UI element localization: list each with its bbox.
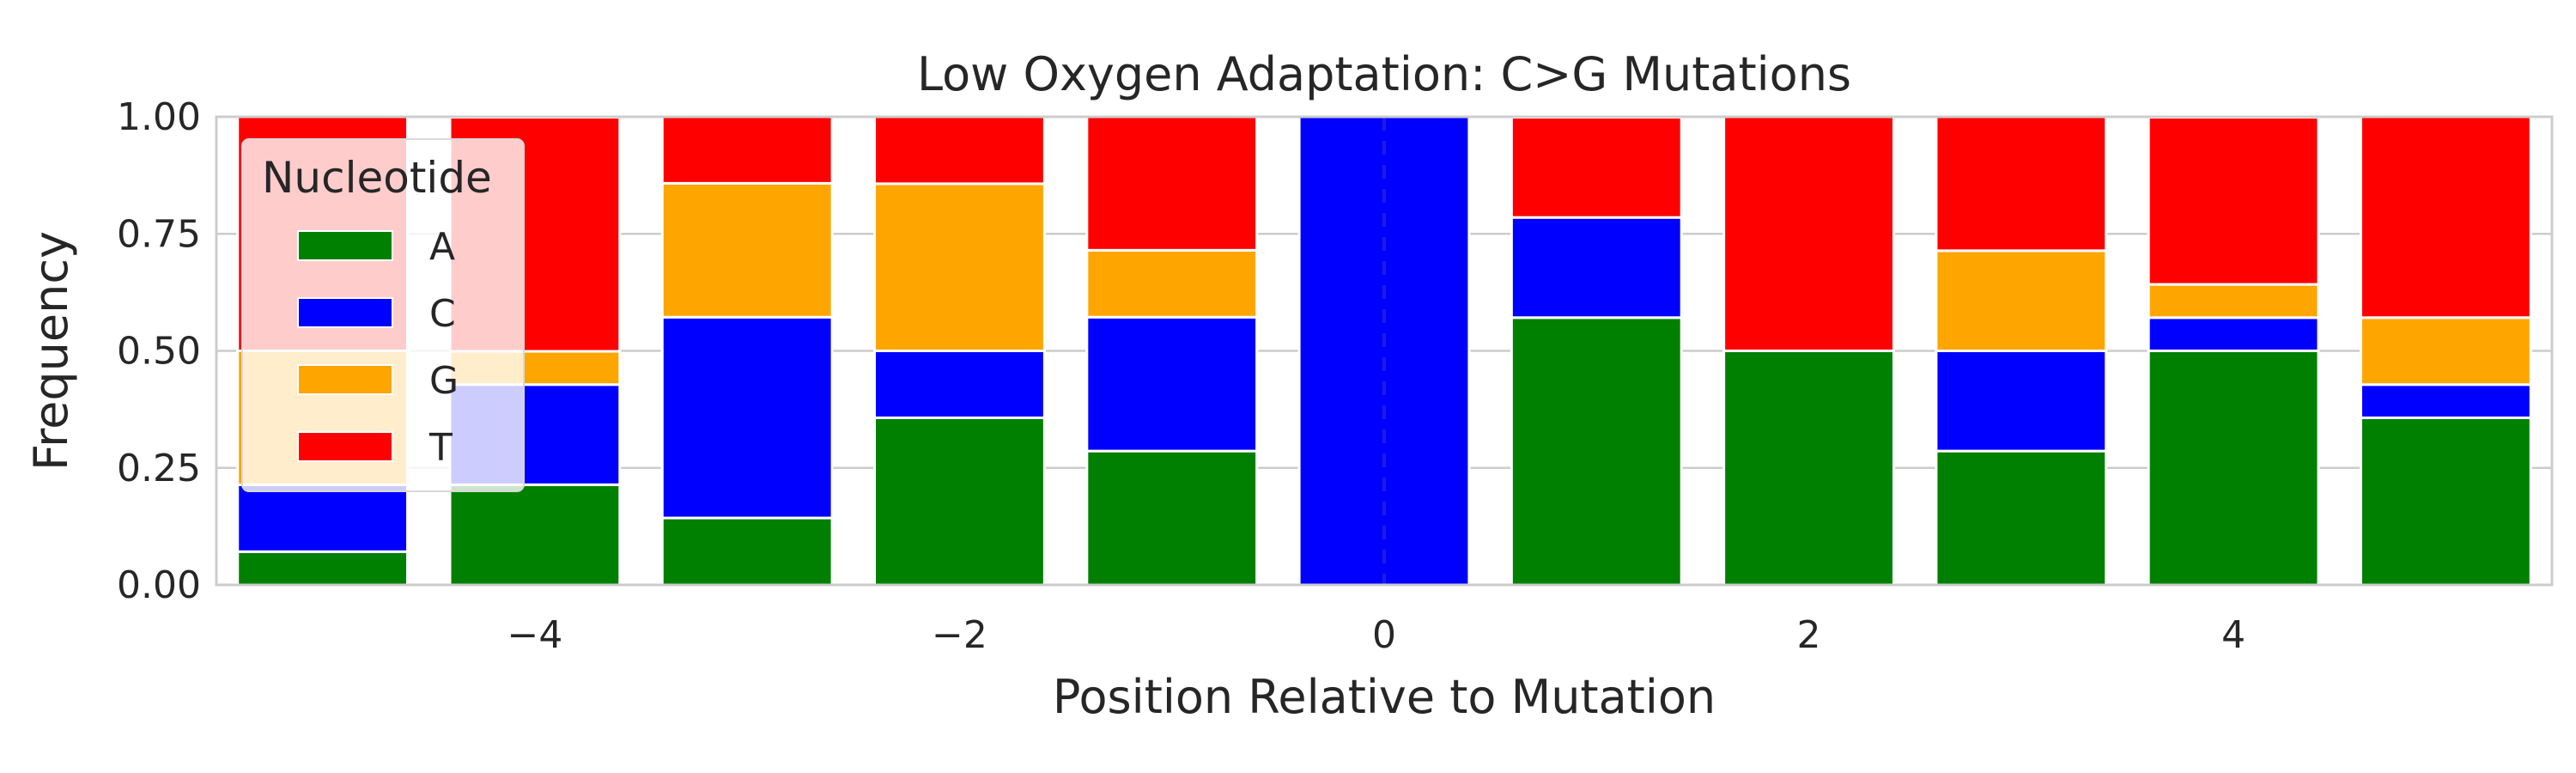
bar-segment-T bbox=[873, 115, 1046, 186]
legend-label-C: C bbox=[429, 292, 456, 336]
bar-segment-C bbox=[2359, 383, 2532, 419]
bar-segment-G bbox=[2359, 316, 2532, 386]
bar-segment-T bbox=[1510, 116, 1683, 219]
bar-segment-T bbox=[2147, 116, 2320, 286]
y-tick-label: 1.00 bbox=[117, 95, 201, 139]
legend-swatch-T bbox=[297, 431, 393, 462]
bar-segment-A bbox=[236, 550, 410, 587]
bar-segment-T bbox=[1722, 115, 1895, 352]
x-tick-label: 2 bbox=[1797, 613, 1821, 657]
legend-swatch-A bbox=[297, 230, 393, 261]
bar-segment-G bbox=[2147, 283, 2320, 320]
bar-segment-A bbox=[873, 416, 1046, 587]
bar-segment-T bbox=[1935, 115, 2108, 253]
bar-segment-A bbox=[1085, 449, 1259, 587]
bar-segment-C bbox=[660, 315, 834, 520]
legend-label-T: T bbox=[428, 426, 453, 470]
bar-segment-A bbox=[660, 516, 834, 587]
bar-segment-A bbox=[2147, 350, 2320, 587]
x-tick-label: −2 bbox=[932, 613, 987, 657]
x-tick-label: −4 bbox=[507, 613, 562, 657]
y-tick-labels: 0.00 0.25 0.50 0.75 1.00 bbox=[117, 95, 201, 607]
y-tick-label: 0.75 bbox=[117, 212, 201, 256]
chart-title: Low Oxygen Adaptation: C>G Mutations bbox=[917, 47, 1851, 101]
y-tick-label: 0.00 bbox=[117, 563, 201, 607]
bar-segment-C bbox=[1510, 216, 1683, 320]
x-tick-label: 4 bbox=[2221, 613, 2245, 657]
x-tick-labels: −4 −2 0 2 4 bbox=[507, 613, 2245, 657]
bar-segment-A bbox=[1935, 449, 2108, 587]
bar-segment-C bbox=[1935, 350, 2108, 453]
legend-swatch-C bbox=[297, 297, 393, 328]
bar-segment-C bbox=[236, 483, 410, 553]
bar-segment-G bbox=[660, 181, 834, 319]
bar-segment-G bbox=[873, 182, 1046, 352]
bar-segment-T bbox=[660, 114, 834, 185]
legend-label-A: A bbox=[429, 225, 455, 269]
plot-frame bbox=[215, 115, 2554, 587]
bar-segment-G bbox=[1935, 249, 2108, 352]
bar-segment-C bbox=[1085, 315, 1259, 453]
legend-label-G: G bbox=[429, 359, 459, 403]
y-tick-label: 0.50 bbox=[117, 330, 201, 374]
y-axis-label: Frequency bbox=[24, 231, 78, 471]
legend-title: Nucleotide bbox=[262, 153, 492, 203]
bar-segment-G bbox=[1085, 248, 1259, 319]
bar-segment-C bbox=[2147, 316, 2320, 352]
bar-segment-A bbox=[1510, 316, 1683, 587]
bar-segment-A bbox=[448, 483, 622, 587]
bar-segment-A bbox=[2359, 416, 2532, 587]
y-tick-label: 0.25 bbox=[117, 447, 201, 490]
bar-segment-T bbox=[2359, 115, 2532, 320]
bars bbox=[236, 114, 2532, 587]
x-tick-label: 0 bbox=[1372, 613, 1396, 657]
legend-swatch-G bbox=[297, 364, 393, 395]
bar-segment-A bbox=[1722, 350, 1895, 587]
x-axis-label: Position Relative to Mutation bbox=[1053, 670, 1716, 724]
bar-segment-C bbox=[873, 350, 1046, 419]
bar-segment-T bbox=[1085, 114, 1259, 252]
